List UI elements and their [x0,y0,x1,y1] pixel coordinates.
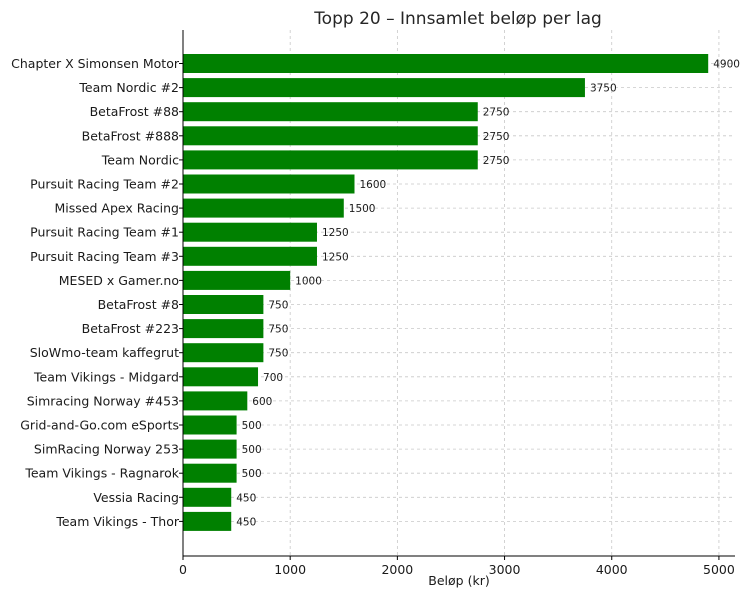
value-label: 450 [236,516,256,528]
bar [183,198,344,218]
bar [183,367,259,387]
category-label: BetaFrost #888 [82,128,179,143]
x-ticks: 0 1000 2000 3000 4000 5000 [179,63,735,577]
bar [183,150,478,170]
chart-title: Topp 20 – Innsamlet beløp per lag [313,9,602,29]
value-label: 1250 [322,251,349,263]
category-label: Pursuit Racing Team #1 [30,225,179,240]
x-tick-label: 3000 [489,562,521,577]
category-label: Chapter X Simonsen Motor [11,56,180,71]
value-label: 500 [242,444,262,456]
category-label: Missed Apex Racing [55,201,179,216]
value-label: 2750 [483,155,510,167]
value-label: 500 [242,468,262,480]
bar [183,511,232,531]
bar [183,246,317,266]
category-label: Simracing Norway #453 [27,393,179,408]
x-axis-label: Beløp (kr) [428,573,489,588]
bar [183,391,248,411]
value-label: 4900 [713,59,740,71]
value-label: 600 [252,396,272,408]
bar [183,343,264,363]
category-label: BetaFrost #223 [82,321,179,336]
category-label: BetaFrost #88 [90,104,179,119]
value-labels: 4900375027502750275016001500125012501000… [236,59,740,529]
value-label: 1250 [322,227,349,239]
value-label: 3750 [590,83,617,95]
value-label: 2750 [483,131,510,143]
value-label: 500 [242,420,262,432]
value-label: 700 [263,372,283,384]
x-tick-label: 2000 [381,562,413,577]
category-label: BetaFrost #8 [98,297,179,312]
bar [183,319,264,339]
category-label: MESED x Gamer.no [59,273,179,288]
category-label: Team Nordic [101,152,179,167]
x-tick-label: 0 [179,562,187,577]
bar [183,174,355,194]
bar [183,78,585,98]
bar [183,295,264,314]
value-label: 450 [236,492,256,504]
x-tick-label: 1000 [274,562,306,577]
category-labels: Chapter X Simonsen Motor Team Nordic #2 Be… [11,56,180,529]
value-label: 750 [268,324,288,336]
bar [183,126,478,146]
category-label: SloWmo-team kaffegrut [30,345,179,360]
value-label: 750 [268,300,288,312]
x-tick-label: 4000 [596,562,628,577]
value-label: 2750 [483,107,510,119]
category-label: Grid-and-Go.com eSports [20,418,179,433]
x-tick-label: 5000 [703,562,735,577]
category-label: SimRacing Norway 253 [34,442,179,457]
bar [183,487,232,507]
category-label: Team Vikings - Thor [55,514,180,529]
category-label: Vessia Racing [93,490,179,505]
value-label: 750 [268,348,288,360]
bar [183,54,709,73]
bar [183,270,291,290]
category-label: Team Vikings - Midgard [33,369,179,384]
axes [182,30,735,557]
bar [183,102,478,122]
category-label: Team Vikings - Ragnarok [24,466,179,481]
bar [183,415,237,435]
value-label: 1500 [349,203,376,215]
category-label: Pursuit Racing Team #3 [30,249,179,264]
bars [183,54,709,531]
bar [183,439,237,459]
value-label: 1000 [295,275,322,287]
bar [183,463,237,483]
bar [183,222,317,242]
category-label: Pursuit Racing Team #2 [30,177,179,192]
value-label: 1600 [359,179,386,191]
category-label: Team Nordic #2 [78,80,179,95]
